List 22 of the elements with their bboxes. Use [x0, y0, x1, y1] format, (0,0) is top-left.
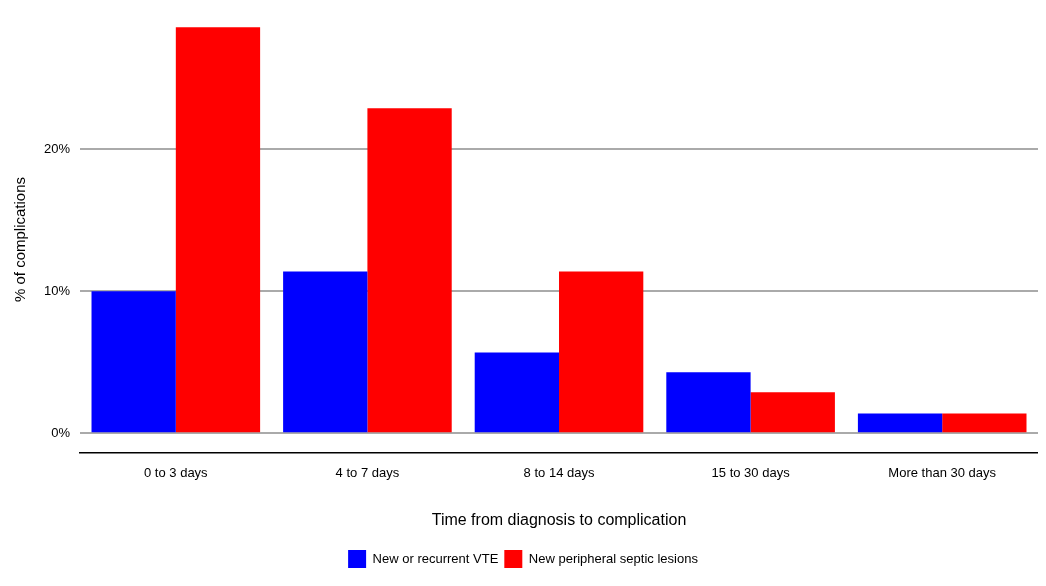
bar — [91, 291, 176, 433]
legend-label: New peripheral septic lesions — [528, 550, 699, 566]
x-tick-label: 0 to 3 days — [144, 464, 209, 480]
bar — [750, 392, 835, 433]
bar — [559, 271, 644, 433]
x-tick-label: 4 to 7 days — [335, 464, 400, 480]
bar — [474, 352, 560, 433]
x-tick-label: More than 30 days — [888, 464, 997, 480]
y-tick-label: 0% — [51, 424, 71, 440]
bar — [666, 372, 751, 433]
bar — [367, 108, 452, 433]
bar — [283, 271, 368, 433]
bar — [175, 27, 261, 433]
y-tick-label: 10% — [43, 282, 71, 298]
y-axis-title: % of complications — [11, 176, 29, 303]
x-tick-label: 8 to 14 days — [523, 464, 595, 480]
bar — [857, 413, 943, 433]
y-tick-label: 20% — [43, 140, 71, 156]
legend-label: New or recurrent VTE — [372, 550, 499, 566]
x-tick-label: 15 to 30 days — [711, 464, 791, 480]
bar — [942, 413, 1027, 433]
x-axis-title: Time from diagnosis to complication — [431, 510, 687, 528]
